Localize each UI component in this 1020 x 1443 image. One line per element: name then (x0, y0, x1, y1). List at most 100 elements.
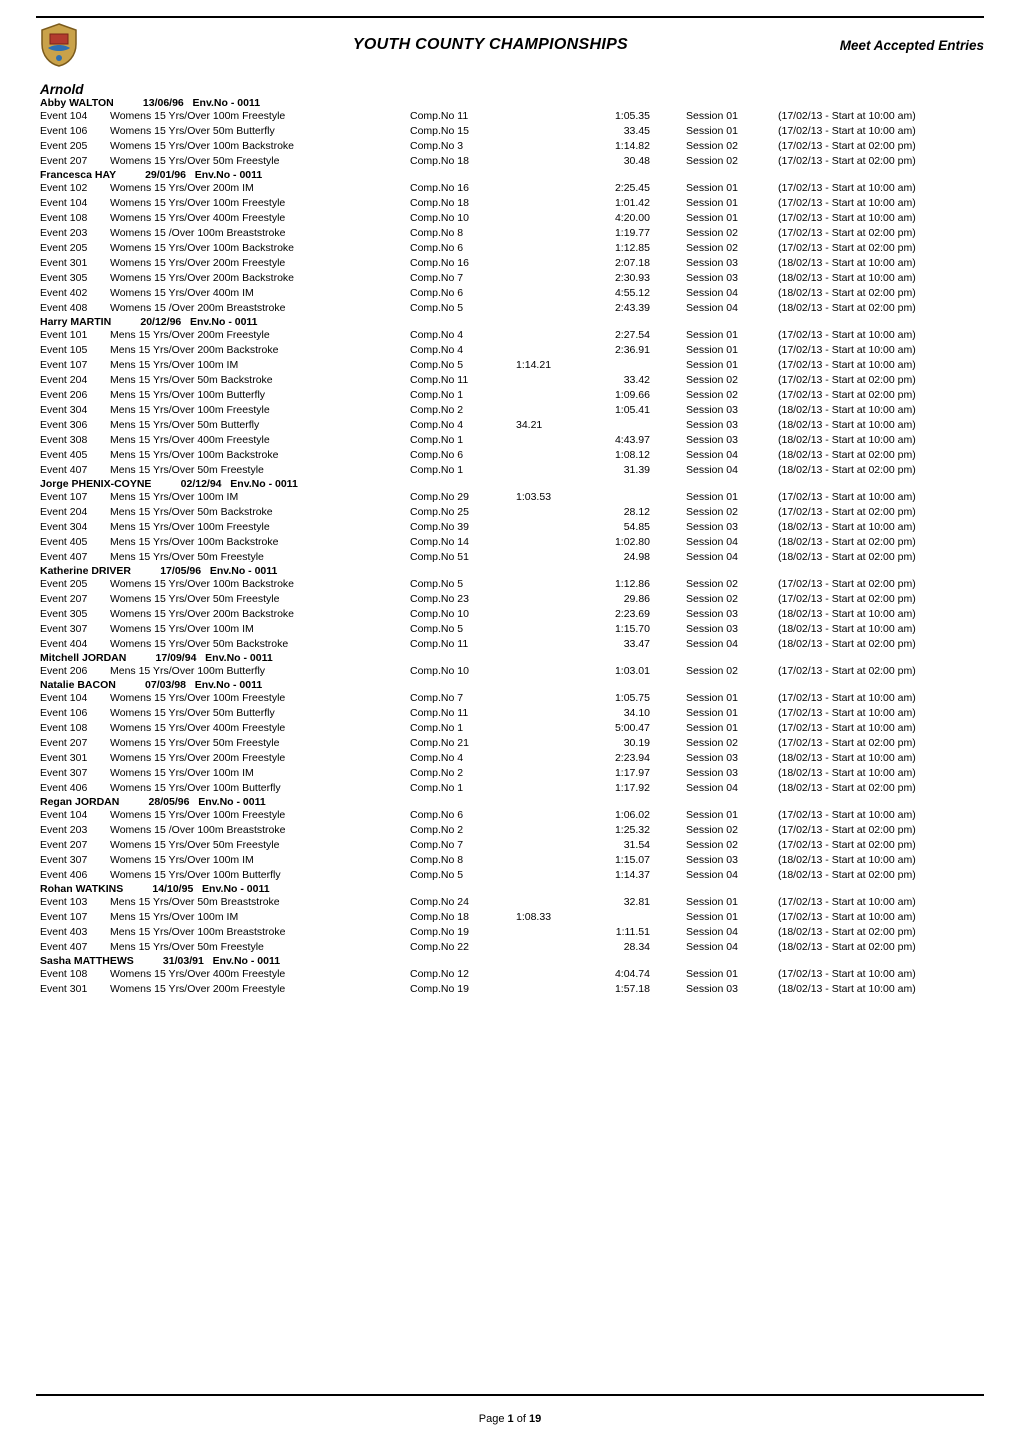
swimmer-env: Env.No - 0011 (195, 169, 263, 181)
entry-row: Event 404Womens 15 Yrs/Over 50m Backstro… (40, 637, 984, 652)
entry-rows: Event 107Mens 15 Yrs/Over 100m IMComp.No… (40, 490, 984, 565)
footer-suffix: of (514, 1413, 529, 1425)
event-desc: Mens 15 Yrs/Over 50m Freestyle (110, 940, 410, 955)
swimmer-env: Env.No - 0011 (210, 565, 278, 577)
session: Session 04 (686, 925, 778, 940)
entry-time (516, 823, 596, 838)
entry-time (516, 181, 596, 196)
session-note: (18/02/13 - Start at 10:00 am) (778, 271, 984, 286)
event-desc: Womens 15 Yrs/Over 400m IM (110, 286, 410, 301)
session: Session 01 (686, 358, 778, 373)
seed-time: 1:09.66 (596, 388, 686, 403)
event-desc: Womens 15 Yrs/Over 50m Backstroke (110, 637, 410, 652)
entry-time (516, 622, 596, 637)
event-desc: Womens 15 Yrs/Over 100m Freestyle (110, 196, 410, 211)
session-note: (18/02/13 - Start at 10:00 am) (778, 751, 984, 766)
entry-row: Event 107Mens 15 Yrs/Over 100m IMComp.No… (40, 910, 984, 925)
event-code: Event 104 (40, 196, 110, 211)
event-desc: Womens 15 Yrs/Over 200m Freestyle (110, 751, 410, 766)
comp-no: Comp.No 19 (410, 982, 516, 997)
session: Session 01 (686, 211, 778, 226)
event-desc: Womens 15 Yrs/Over 50m Butterfly (110, 706, 410, 721)
event-code: Event 407 (40, 550, 110, 565)
session-note: (18/02/13 - Start at 02:00 pm) (778, 535, 984, 550)
session: Session 03 (686, 766, 778, 781)
event-code: Event 103 (40, 895, 110, 910)
seed-time: 1:05.75 (596, 691, 686, 706)
swimmer-env: Env.No - 0011 (202, 883, 270, 895)
session: Session 03 (686, 751, 778, 766)
swimmer-header: Jorge PHENIX-COYNE 02/12/94 Env.No - 001… (40, 478, 984, 490)
header: YOUTH COUNTY CHAMPIONSHIPS Meet Accepted… (36, 22, 984, 68)
event-code: Event 203 (40, 226, 110, 241)
event-code: Event 403 (40, 925, 110, 940)
entry-time (516, 607, 596, 622)
session: Session 02 (686, 139, 778, 154)
event-code: Event 106 (40, 706, 110, 721)
event-desc: Womens 15 Yrs/Over 50m Freestyle (110, 838, 410, 853)
session-note: (17/02/13 - Start at 10:00 am) (778, 895, 984, 910)
comp-no: Comp.No 6 (410, 241, 516, 256)
seed-time: 33.42 (596, 373, 686, 388)
entry-rows: Event 101Mens 15 Yrs/Over 200m Freestyle… (40, 328, 984, 478)
event-desc: Mens 15 Yrs/Over 50m Breaststroke (110, 895, 410, 910)
event-code: Event 306 (40, 418, 110, 433)
entry-time (516, 226, 596, 241)
swimmer-name: Mitchell JORDAN (40, 652, 126, 664)
seed-time: 2:25.45 (596, 181, 686, 196)
event-desc: Womens 15 Yrs/Over 200m Backstroke (110, 607, 410, 622)
entry-time (516, 124, 596, 139)
session: Session 01 (686, 490, 778, 505)
entry-time (516, 535, 596, 550)
event-desc: Womens 15 Yrs/Over 100m Freestyle (110, 808, 410, 823)
entry-row: Event 108Womens 15 Yrs/Over 400m Freesty… (40, 211, 984, 226)
entry-row: Event 308Mens 15 Yrs/Over 400m Freestyle… (40, 433, 984, 448)
event-code: Event 404 (40, 637, 110, 652)
event-desc: Mens 15 Yrs/Over 100m IM (110, 358, 410, 373)
seed-time: 1:17.97 (596, 766, 686, 781)
session-note: (18/02/13 - Start at 10:00 am) (778, 766, 984, 781)
session: Session 01 (686, 196, 778, 211)
swimmer-header: Abby WALTON 13/06/96 Env.No - 0011 (40, 97, 984, 109)
session: Session 02 (686, 505, 778, 520)
entry-time (516, 550, 596, 565)
swimmer-header: Mitchell JORDAN 17/09/94 Env.No - 0011 (40, 652, 984, 664)
entry-row: Event 101Mens 15 Yrs/Over 200m Freestyle… (40, 328, 984, 343)
entry-row: Event 206Mens 15 Yrs/Over 100m Butterfly… (40, 388, 984, 403)
session-note: (17/02/13 - Start at 10:00 am) (778, 808, 984, 823)
event-code: Event 107 (40, 910, 110, 925)
event-desc: Womens 15 Yrs/Over 200m Freestyle (110, 982, 410, 997)
comp-no: Comp.No 6 (410, 808, 516, 823)
session-note: (17/02/13 - Start at 02:00 pm) (778, 373, 984, 388)
session: Session 04 (686, 463, 778, 478)
session-note: (17/02/13 - Start at 02:00 pm) (778, 736, 984, 751)
entry-row: Event 108Womens 15 Yrs/Over 400m Freesty… (40, 721, 984, 736)
seed-time: 2:30.93 (596, 271, 686, 286)
entry-time (516, 109, 596, 124)
session: Session 01 (686, 910, 778, 925)
event-code: Event 308 (40, 433, 110, 448)
entry-time (516, 940, 596, 955)
entry-time: 1:03.53 (516, 490, 596, 505)
session: Session 01 (686, 691, 778, 706)
comp-no: Comp.No 12 (410, 967, 516, 982)
entry-time (516, 838, 596, 853)
session-note: (17/02/13 - Start at 02:00 pm) (778, 388, 984, 403)
event-desc: Mens 15 Yrs/Over 100m Freestyle (110, 403, 410, 418)
event-desc: Mens 15 Yrs/Over 100m Breaststroke (110, 925, 410, 940)
swimmer-header: Francesca HAY 29/01/96 Env.No - 0011 (40, 169, 984, 181)
comp-no: Comp.No 6 (410, 448, 516, 463)
session: Session 03 (686, 418, 778, 433)
entry-time (516, 433, 596, 448)
entry-row: Event 301Womens 15 Yrs/Over 200m Freesty… (40, 256, 984, 271)
swimmer-name: Katherine DRIVER (40, 565, 131, 577)
session: Session 02 (686, 154, 778, 169)
session: Session 04 (686, 940, 778, 955)
seed-time: 32.81 (596, 895, 686, 910)
entry-row: Event 104Womens 15 Yrs/Over 100m Freesty… (40, 691, 984, 706)
seed-time (596, 358, 686, 373)
comp-no: Comp.No 5 (410, 358, 516, 373)
session: Session 02 (686, 838, 778, 853)
seed-time: 1:02.80 (596, 535, 686, 550)
comp-no: Comp.No 7 (410, 691, 516, 706)
